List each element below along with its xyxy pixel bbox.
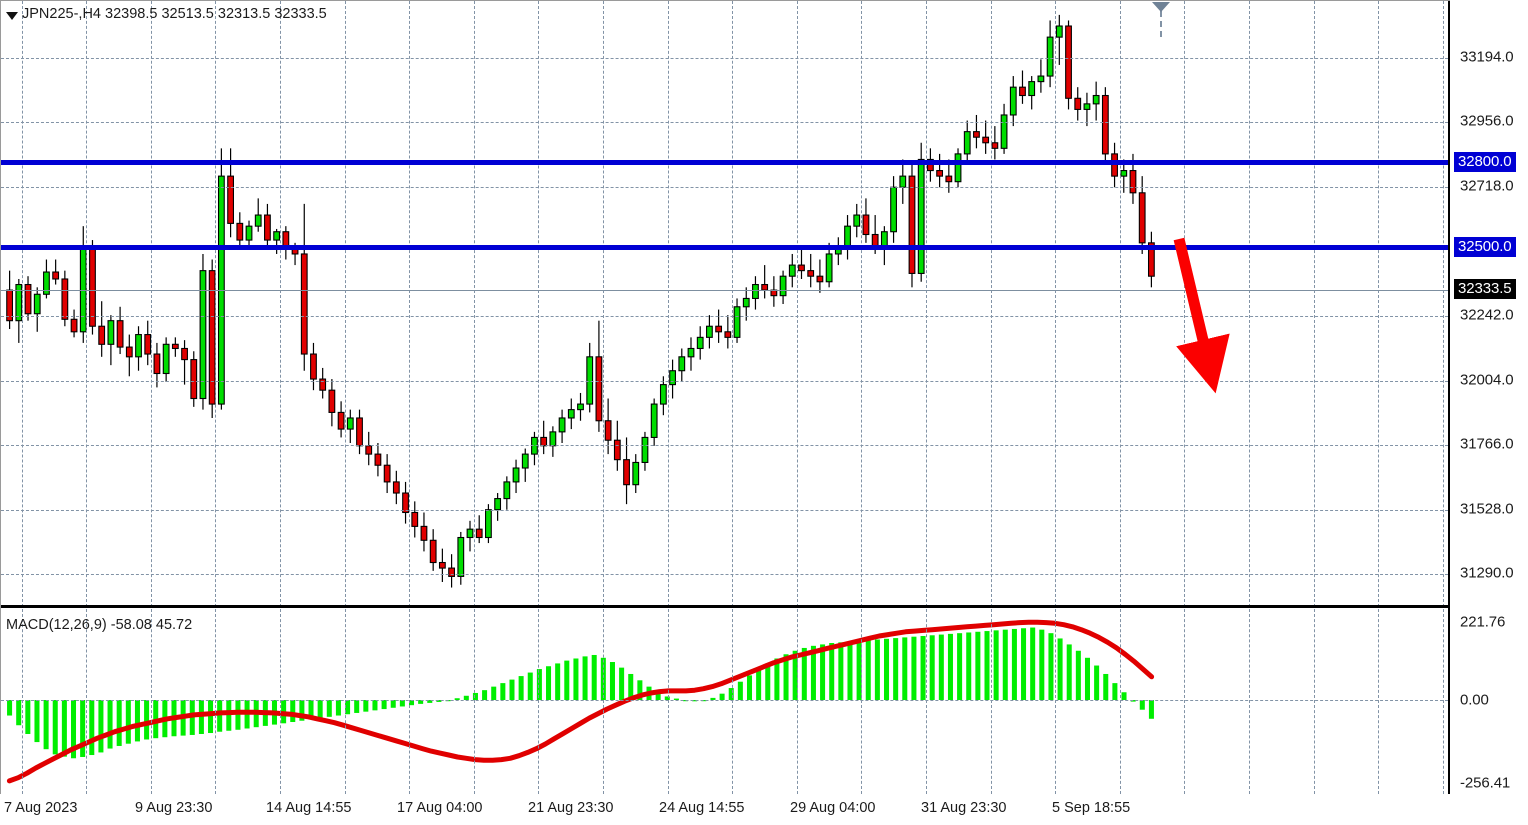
collapse-triangle-icon[interactable]	[6, 12, 18, 20]
gridline-h	[1, 187, 1448, 188]
panel-divider	[1, 605, 1448, 608]
price-axis-tick: 31766.0	[1460, 435, 1514, 453]
gridline-v	[861, 1, 863, 607]
price-axis[interactable]: 33194.0 32956.0 32718.0 32242.0 32004.0 31766…	[1450, 0, 1528, 794]
gridline-v	[344, 609, 346, 794]
gridline-v	[990, 609, 992, 794]
time-axis-tick: 17 Aug 04:00	[397, 800, 483, 816]
last-price-badge[interactable]: 32333.5	[1454, 279, 1516, 299]
price-level-badge[interactable]: 32800.0	[1454, 152, 1516, 172]
gridline-v	[473, 609, 475, 794]
price-level-badge[interactable]: 32500.0	[1454, 237, 1516, 257]
gridline-v	[86, 609, 88, 794]
gridline-v	[1119, 1, 1121, 607]
gridline-h	[1, 58, 1448, 59]
gridline-h	[1, 445, 1448, 446]
symbol-header: JPN225-,H4 32398.5 32513.5 32313.5 32333…	[22, 6, 327, 22]
macd-zero-line	[1, 700, 1448, 701]
gridline-v	[732, 1, 734, 607]
time-axis[interactable]: 7 Aug 2023 9 Aug 23:30 14 Aug 14:55 17 Aug …	[0, 794, 1528, 825]
gridline-v	[602, 1, 604, 607]
time-axis-tick: 24 Aug 14:55	[659, 800, 745, 816]
gridline-v	[1184, 1, 1186, 607]
gridline-v	[215, 609, 217, 794]
gridline-v	[1055, 1, 1057, 607]
gridline-v	[409, 1, 411, 607]
time-axis-tick: 5 Sep 18:55	[1052, 800, 1131, 816]
macd-axis-tick: 221.76	[1460, 613, 1506, 631]
gridline-v	[538, 1, 540, 607]
price-axis-tick: 31528.0	[1460, 500, 1514, 518]
gridline-v	[21, 1, 23, 607]
gridline-v	[1313, 609, 1315, 794]
gridline-v	[1248, 1, 1250, 607]
time-axis-tick: 29 Aug 04:00	[790, 800, 876, 816]
gridline-v	[602, 609, 604, 794]
gridline-v	[925, 609, 927, 794]
price-axis-tick: 32004.0	[1460, 371, 1514, 389]
price-axis-tick: 32718.0	[1460, 177, 1514, 195]
gridline-v	[279, 1, 281, 607]
gridline-v	[86, 1, 88, 607]
macd-axis-tick: -256.41	[1460, 774, 1511, 792]
chart-position-marker[interactable]	[1152, 2, 1170, 12]
gridline-v	[1313, 1, 1315, 607]
gridline-v	[150, 609, 152, 794]
macd-axis-tick: 0.00	[1460, 691, 1489, 709]
gridline-v	[1442, 1, 1444, 607]
gridline-v	[344, 1, 346, 607]
gridline-v	[925, 1, 927, 607]
time-axis-tick: 7 Aug 2023	[4, 800, 78, 816]
gridline-v	[1248, 609, 1250, 794]
gridline-v	[861, 609, 863, 794]
axis-divider	[1448, 1, 1450, 794]
gridline-h	[1, 381, 1448, 382]
gridline-v	[279, 609, 281, 794]
price-chart-panel[interactable]	[1, 1, 1448, 607]
gridline-v	[1442, 609, 1444, 794]
candlestick-series	[6, 14, 1155, 588]
time-axis-tick: 14 Aug 14:55	[266, 800, 352, 816]
gridline-h	[1, 316, 1448, 317]
gridline-h	[1, 122, 1448, 123]
gridline-v	[473, 1, 475, 607]
price-axis-tick: 33194.0	[1460, 48, 1514, 66]
price-level-line-32500[interactable]	[1, 245, 1448, 250]
macd-series	[6, 619, 1155, 784]
gridline-v	[796, 609, 798, 794]
gridline-v	[667, 609, 669, 794]
price-axis-tick: 32956.0	[1460, 112, 1514, 130]
macd-panel[interactable]	[1, 609, 1448, 794]
gridline-v	[667, 1, 669, 607]
gridline-v	[796, 1, 798, 607]
gridline-v	[1378, 609, 1380, 794]
gridline-v	[215, 1, 217, 607]
gridline-h	[1, 574, 1448, 575]
time-axis-tick: 9 Aug 23:30	[135, 800, 213, 816]
price-axis-tick: 31290.0	[1460, 564, 1514, 582]
macd-header: MACD(12,26,9) -58.08 45.72	[6, 617, 193, 633]
time-axis-tick: 31 Aug 23:30	[921, 800, 1007, 816]
time-axis-tick: 21 Aug 23:30	[528, 800, 614, 816]
price-axis-tick: 32242.0	[1460, 306, 1514, 324]
gridline-v	[990, 1, 992, 607]
gridline-v	[21, 609, 23, 794]
gridline-v	[1119, 609, 1121, 794]
gridline-v	[732, 609, 734, 794]
price-level-line-32800[interactable]	[1, 160, 1448, 165]
gridline-v	[1378, 1, 1380, 607]
gridline-v	[409, 609, 411, 794]
gridline-v	[1055, 609, 1057, 794]
gridline-v	[538, 609, 540, 794]
last-price-line	[1, 290, 1448, 291]
gridline-v	[150, 1, 152, 607]
gridline-h	[1, 510, 1448, 511]
gridline-v	[1184, 609, 1186, 794]
chart-position-marker-stem	[1160, 11, 1162, 37]
